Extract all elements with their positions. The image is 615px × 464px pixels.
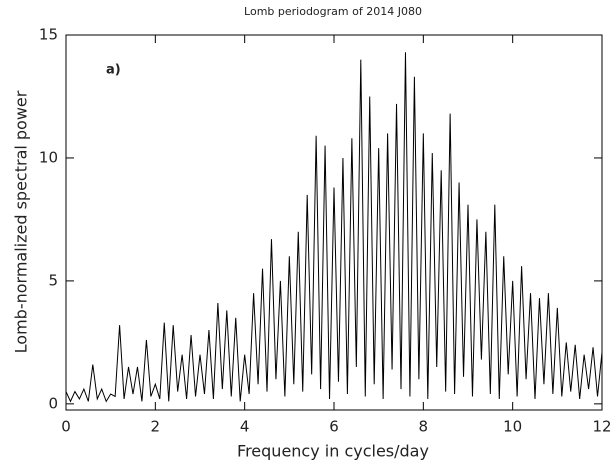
- plot-frame: [65, 34, 603, 411]
- x-tick-label: 8: [419, 418, 429, 436]
- y-tick-label: 10: [39, 148, 58, 166]
- x-tick-label: 4: [240, 418, 250, 436]
- x-tick-label: 12: [592, 418, 611, 436]
- x-tick-label: 0: [61, 418, 71, 436]
- series-line: [65, 52, 603, 403]
- y-tick-label: 15: [39, 26, 58, 44]
- x-axis-label: Frequency in cycles/day: [237, 442, 429, 461]
- x-tick-label: 2: [151, 418, 161, 436]
- chart-title: Lomb periodogram of 2014 J080: [244, 5, 422, 18]
- x-tick-label: 10: [503, 418, 522, 436]
- y-axis-label: Lomb-normalized spectral power: [12, 90, 31, 353]
- x-tick-label: 6: [329, 418, 339, 436]
- annotation: a): [106, 63, 121, 78]
- y-tick-label: 0: [48, 394, 58, 412]
- y-tick-label: 5: [48, 271, 58, 289]
